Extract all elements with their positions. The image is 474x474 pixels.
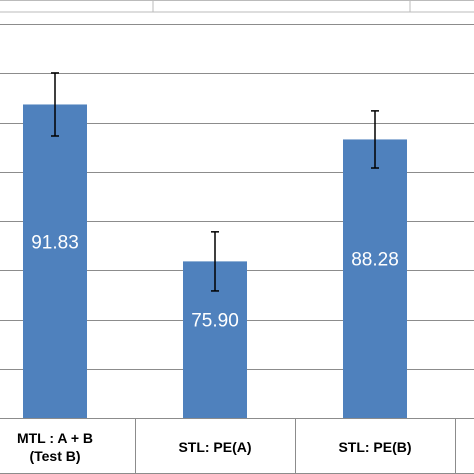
x-tick-label: MTL : A + B (Test B) [16, 430, 94, 464]
value-label: 88.28 [351, 250, 399, 271]
bar [343, 139, 407, 418]
x-tick-label: STL: PE(A) [178, 439, 252, 455]
value-label: 91.83 [31, 232, 79, 253]
value-label: 75.90 [191, 311, 239, 332]
bar [23, 104, 87, 419]
x-tick-label: STL: PE(B) [338, 439, 412, 455]
